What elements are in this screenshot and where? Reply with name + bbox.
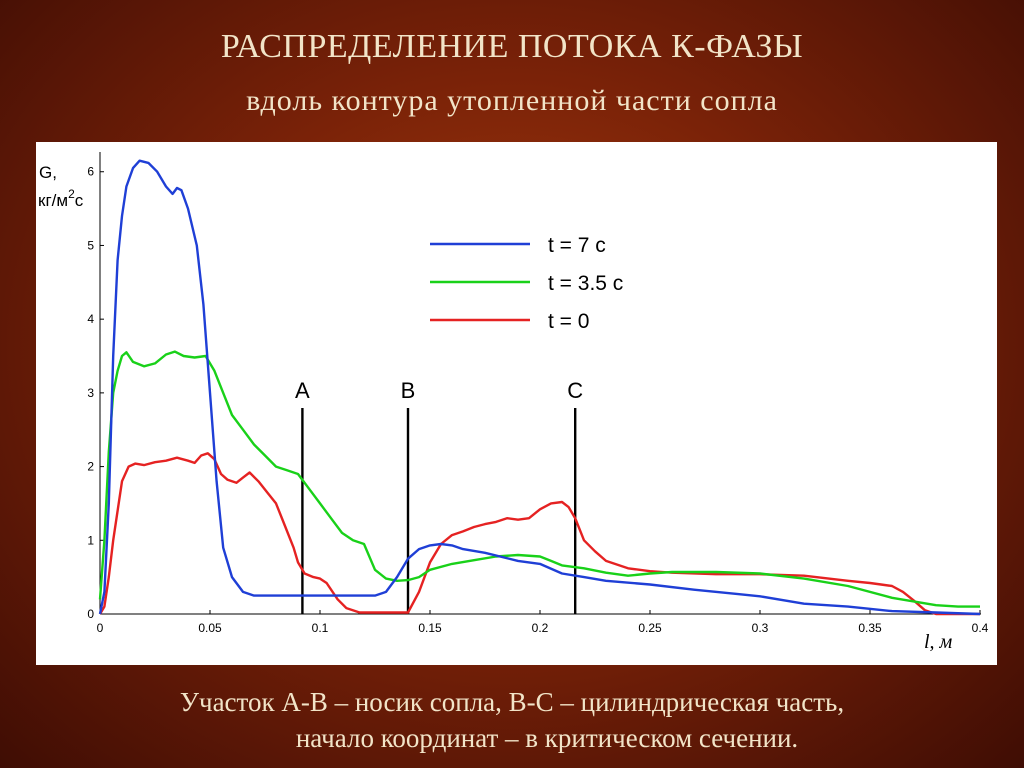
slide-caption: Участок А-В – носик сопла, В-С – цилиндр… xyxy=(0,684,1024,756)
x-tick-label: 0.3 xyxy=(752,621,769,635)
y-axis-unit: кг/м xyxy=(38,191,68,210)
caption-line-1: Участок А-В – носик сопла, В-С – цилиндр… xyxy=(179,687,845,717)
x-tick-label: 0.2 xyxy=(532,621,549,635)
chart-panel: 0 0.05 0.1 0.15 0.2 0.25 0.3 0.35 0.4 0 1 2 3 4 5 6 G, кг… xyxy=(36,142,997,665)
y-tick-label: 5 xyxy=(87,238,94,252)
y-axis-unit-superscript: 2 xyxy=(68,187,75,201)
y-axis-label-line2: кг/м2с xyxy=(38,187,84,210)
x-tick-label: 0 xyxy=(97,621,104,635)
y-tick-label: 3 xyxy=(87,386,94,400)
series-line xyxy=(98,350,980,608)
x-tick-label: 0.1 xyxy=(312,621,329,635)
y-tick-label: 1 xyxy=(87,533,94,547)
series-line xyxy=(98,452,980,616)
line-chart: 0 0.05 0.1 0.15 0.2 0.25 0.3 0.35 0.4 0 1 2 3 4 5 6 G, кг… xyxy=(38,152,989,653)
y-tick-label: 4 xyxy=(87,312,94,326)
x-tick-label: 0.05 xyxy=(198,621,222,635)
y-tick-label: 0 xyxy=(87,607,94,621)
x-tick-label: 0.4 xyxy=(972,621,989,635)
legend-label: t = 3.5 с xyxy=(548,272,623,295)
legend-label: t = 7 с xyxy=(548,234,606,257)
legend-label: t = 0 xyxy=(548,310,589,333)
x-tick-label: 0.25 xyxy=(638,621,662,635)
y-tick-label: 6 xyxy=(87,165,94,179)
x-tick-label: 0.15 xyxy=(418,621,442,635)
series-line xyxy=(98,159,981,616)
slide-title: РАСПРЕДЕЛЕНИЕ ПОТОКА К-ФАЗЫ xyxy=(220,28,804,65)
y-axis-label-line1: G, xyxy=(39,163,57,182)
y-axis-unit-suffix: с xyxy=(75,191,84,210)
marker-label-b: B xyxy=(401,378,416,403)
caption-line-2: начало координат – в критическом сечении… xyxy=(295,723,799,753)
slide-subtitle: вдоль контура утопленной части сопла xyxy=(246,84,778,117)
marker-label-a: A xyxy=(295,378,310,403)
x-axis-label: l, м xyxy=(924,631,953,653)
y-tick-label: 2 xyxy=(87,460,94,474)
x-tick-label: 0.35 xyxy=(858,621,882,635)
marker-label-c: C xyxy=(567,378,583,403)
